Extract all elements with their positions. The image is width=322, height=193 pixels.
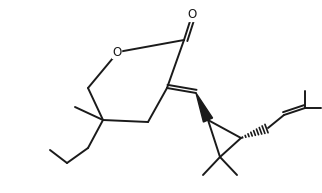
Text: O: O: [112, 46, 122, 58]
Text: O: O: [187, 8, 197, 21]
Polygon shape: [196, 93, 213, 122]
